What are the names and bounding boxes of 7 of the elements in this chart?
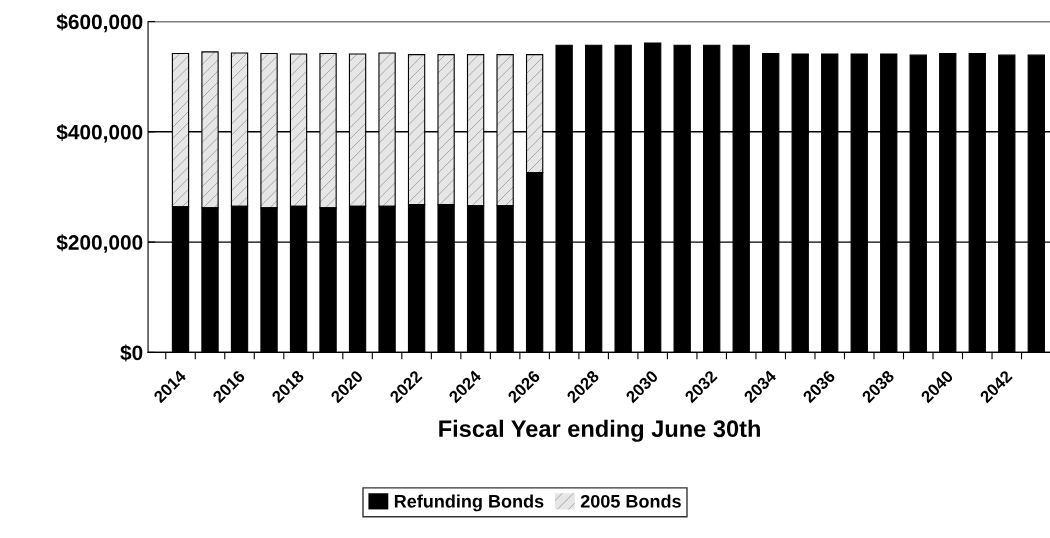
x-axis-title: Fiscal Year ending June 30th: [439, 419, 760, 442]
y-tick-label: $600,000: [56, 13, 143, 33]
legend-label: Refunding Bonds: [394, 494, 544, 512]
y-tick-label: $400,000: [56, 123, 143, 143]
y-tick-label: $200,000: [56, 234, 143, 253]
y-tick-label: $0: [120, 344, 143, 362]
legend-label: 2005 Bonds: [580, 494, 681, 508]
